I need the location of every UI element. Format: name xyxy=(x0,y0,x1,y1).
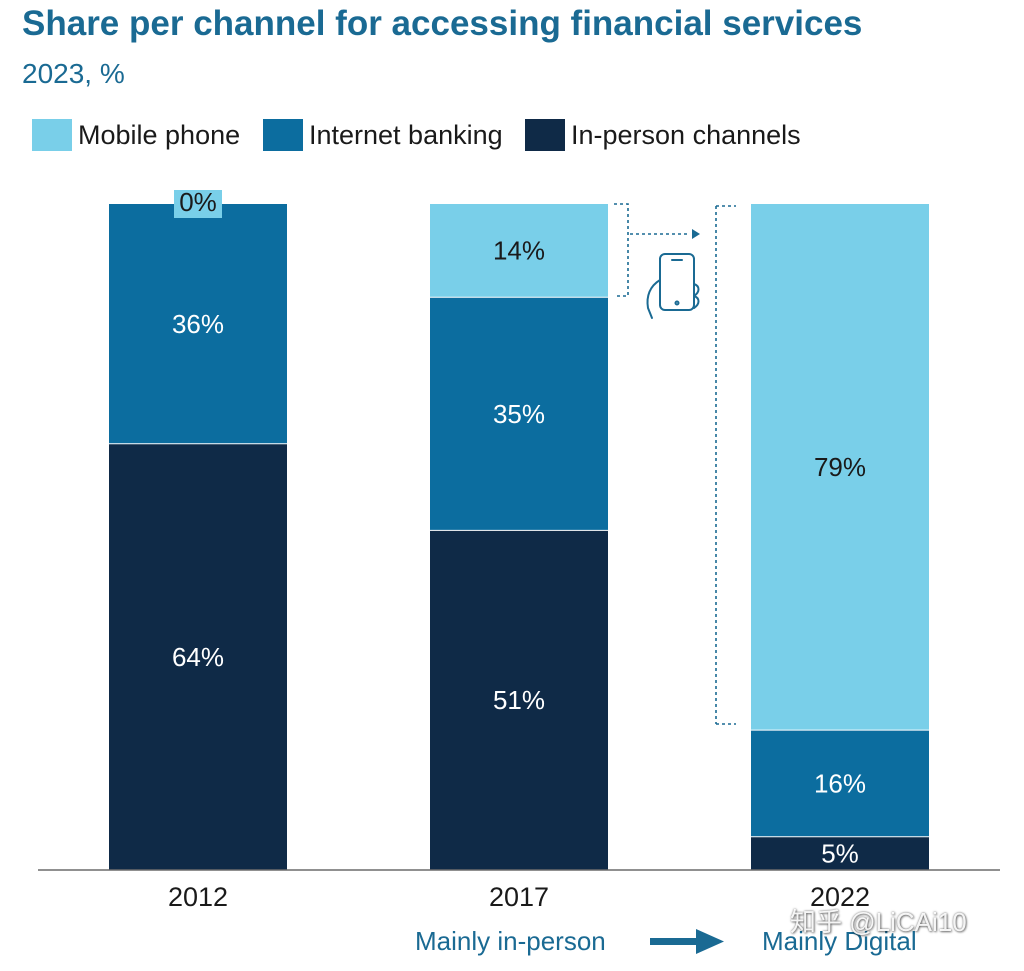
legend-item-mobile-phone: Mobile phone xyxy=(32,118,240,152)
data-label-2022-internet-banking: 16% xyxy=(814,768,866,798)
data-label-2022-in-person-channels: 5% xyxy=(821,838,859,868)
bar-2022-mobile-phone xyxy=(751,204,929,731)
zero-label-tag-2012 xyxy=(174,190,222,218)
chart-title: Share per channel for accessing financia… xyxy=(22,4,863,43)
data-label-2017-in-person-channels: 51% xyxy=(493,685,545,715)
legend-label-mobile-phone: Mobile phone xyxy=(78,119,241,150)
data-label-2017-internet-banking: 35% xyxy=(493,399,545,429)
footer-label-mainly-digital: Mainly Digital xyxy=(762,926,917,956)
legend-swatch-in-person xyxy=(525,119,565,151)
chart-subtitle: 2023, % xyxy=(22,58,125,89)
bar-2012-in-person-channels xyxy=(109,443,287,870)
data-label-2012-in-person-channels: 64% xyxy=(172,642,224,672)
dashed-arrow-head xyxy=(692,229,700,239)
data-label-2012-internet-banking: 36% xyxy=(172,309,224,339)
right-arrow-icon xyxy=(650,929,724,954)
x-tick-label-2012: 2012 xyxy=(168,882,228,912)
bracket-2017-mobile xyxy=(614,203,629,297)
legend-swatch-internet-banking xyxy=(263,119,303,151)
data-label-2022-mobile-phone: 79% xyxy=(814,452,866,482)
mobile-growth-annotation xyxy=(614,203,736,725)
data-label-2012-mobile-phone: 0% xyxy=(179,187,217,217)
x-tick-label-2022: 2022 xyxy=(810,882,870,912)
bracket-2022-digital-ticks xyxy=(716,205,736,725)
data-label-2017-mobile-phone: 14% xyxy=(493,236,545,266)
bar-2012-internet-banking xyxy=(109,204,287,444)
legend-item-internet-banking: Internet banking xyxy=(263,118,503,152)
x-tick-label-2017: 2017 xyxy=(489,882,549,912)
bars-layer xyxy=(109,204,929,870)
bar-2022-internet-banking xyxy=(751,730,929,837)
labels-layer: 64% 36% 0% 2012 51% 35% 14% 2017 5% 16% 79% 2022 xyxy=(168,187,870,912)
bar-2017-in-person-channels xyxy=(430,530,608,870)
bar-2017-internet-banking xyxy=(430,297,608,531)
legend-swatch-mobile-phone xyxy=(32,119,72,151)
mobile-phone-icon xyxy=(646,253,700,319)
watermark-text: 知乎 @LiCAi10 xyxy=(790,907,967,937)
legend-item-in-person: In-person channels xyxy=(525,118,801,152)
footer-label-mainly-in-person: Mainly in-person xyxy=(415,926,606,956)
legend-label-internet-banking: Internet banking xyxy=(309,119,503,150)
bar-2017-mobile-phone xyxy=(430,204,608,298)
legend-label-in-person: In-person channels xyxy=(571,119,801,150)
bar-2022-in-person-channels xyxy=(751,836,929,870)
